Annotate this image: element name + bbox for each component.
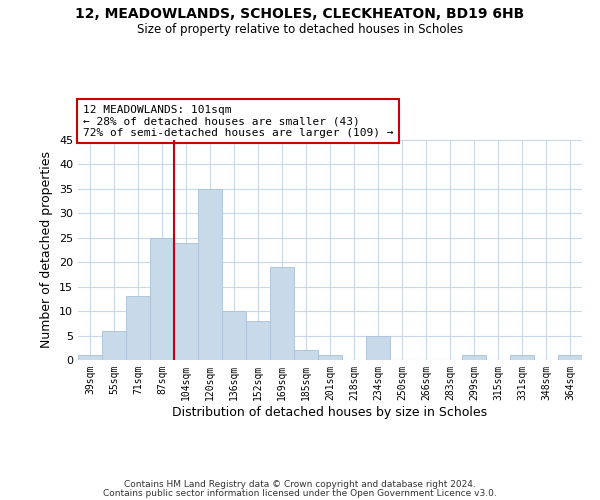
Y-axis label: Number of detached properties: Number of detached properties: [40, 152, 53, 348]
Bar: [246, 321, 270, 360]
Bar: [318, 355, 342, 360]
Bar: [558, 355, 582, 360]
Bar: [102, 330, 126, 360]
Bar: [270, 267, 294, 360]
Bar: [126, 296, 150, 360]
Bar: [462, 355, 486, 360]
Bar: [78, 355, 102, 360]
Bar: [174, 242, 198, 360]
Text: 12, MEADOWLANDS, SCHOLES, CLECKHEATON, BD19 6HB: 12, MEADOWLANDS, SCHOLES, CLECKHEATON, B…: [76, 8, 524, 22]
X-axis label: Distribution of detached houses by size in Scholes: Distribution of detached houses by size …: [172, 406, 488, 418]
Bar: [150, 238, 174, 360]
Bar: [294, 350, 318, 360]
Text: Size of property relative to detached houses in Scholes: Size of property relative to detached ho…: [137, 22, 463, 36]
Bar: [366, 336, 390, 360]
Text: Contains public sector information licensed under the Open Government Licence v3: Contains public sector information licen…: [103, 488, 497, 498]
Text: 12 MEADOWLANDS: 101sqm
← 28% of detached houses are smaller (43)
72% of semi-det: 12 MEADOWLANDS: 101sqm ← 28% of detached…: [83, 104, 394, 138]
Bar: [222, 311, 246, 360]
Text: Contains HM Land Registry data © Crown copyright and database right 2024.: Contains HM Land Registry data © Crown c…: [124, 480, 476, 489]
Bar: [198, 189, 222, 360]
Bar: [510, 355, 534, 360]
